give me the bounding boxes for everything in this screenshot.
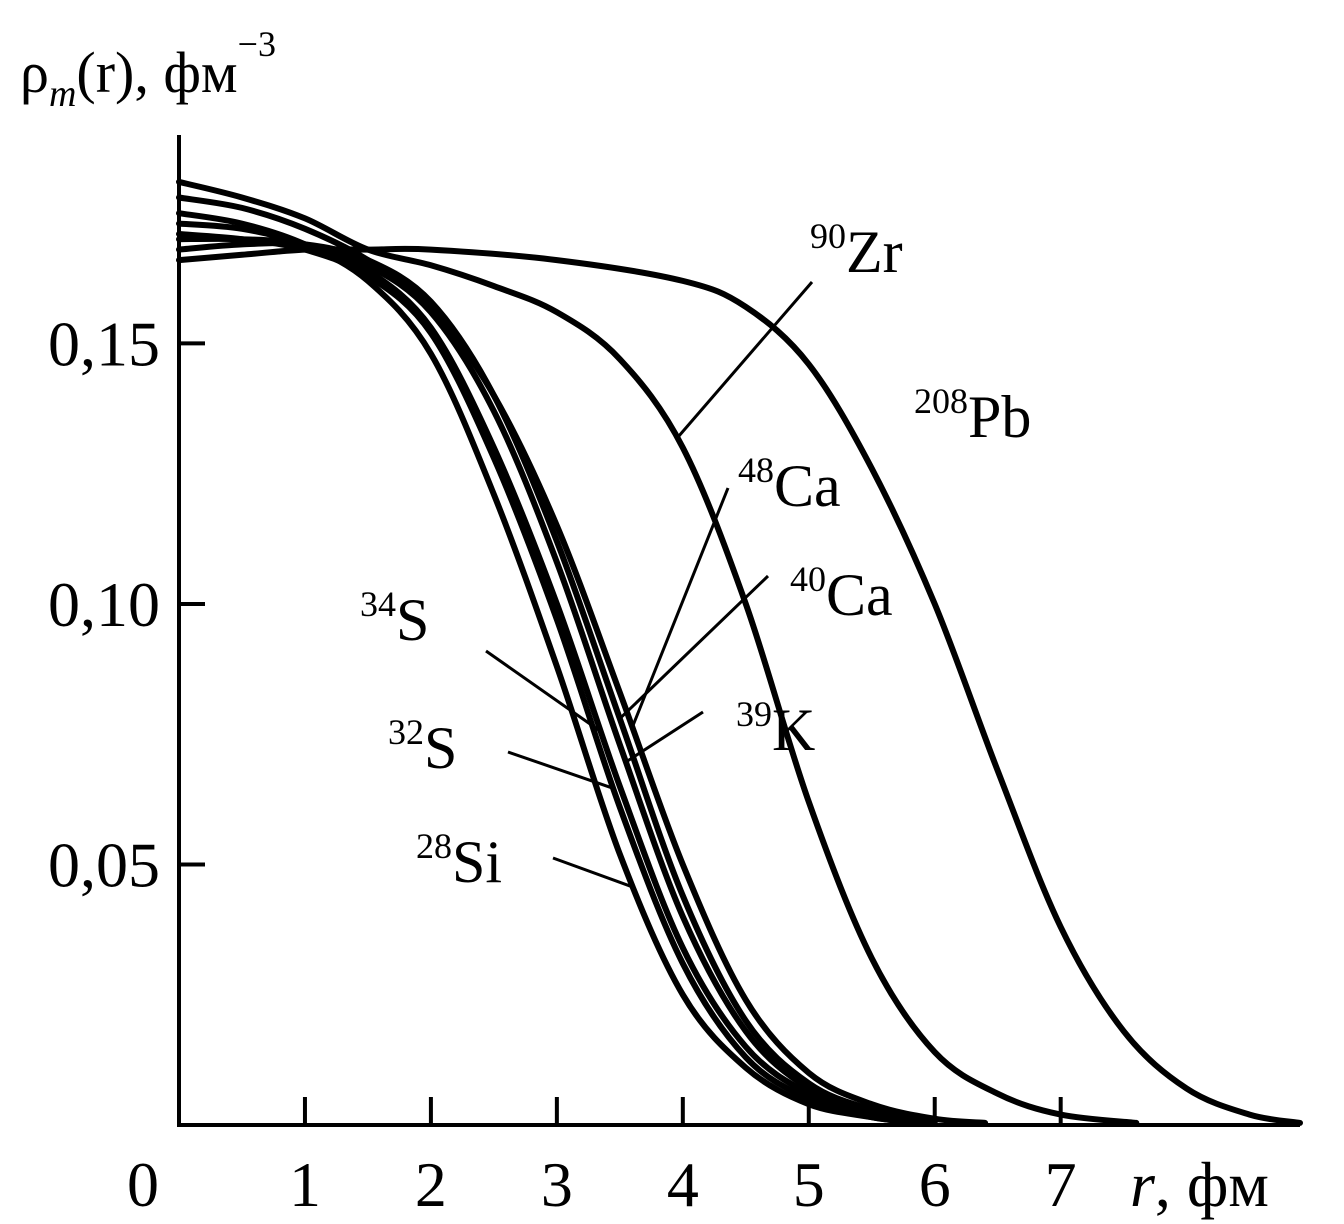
y-tick-label: 0,10 — [48, 569, 160, 640]
leader-34S — [485, 649, 602, 733]
leader-90Zr — [675, 281, 814, 440]
series-label-39K: 39K — [736, 694, 815, 763]
y-tick-label: 0,15 — [48, 308, 160, 379]
curve-208Pb — [176, 245, 1303, 1126]
series-label-208Pb: 208Pb — [914, 381, 1031, 450]
leader-32S — [507, 750, 615, 790]
x-tick-label: 2 — [415, 1149, 447, 1220]
y-tick-label: 0,05 — [48, 829, 160, 900]
curve-32S — [176, 231, 926, 1126]
curve-90Zr — [176, 178, 1140, 1126]
curve-39K — [176, 235, 938, 1124]
x-tick-label: 6 — [919, 1149, 951, 1220]
y-axis-label: ρm(r), фм−3 — [20, 24, 276, 115]
x-tick-label: 3 — [541, 1149, 573, 1220]
x-tick-label: 0 — [127, 1149, 159, 1220]
leader-39K — [625, 710, 704, 764]
series-label-40Ca: 40Ca — [790, 559, 893, 628]
x-tick-label: 7 — [1045, 1149, 1077, 1220]
x-tick-label: 1 — [289, 1149, 321, 1220]
curve-40Ca — [176, 240, 938, 1124]
curve-48Ca — [176, 194, 989, 1126]
series-label-90Zr: 90Zr — [810, 216, 903, 285]
x-tick-label: 5 — [793, 1149, 825, 1220]
leader-48Ca — [631, 487, 730, 728]
series-label-48Ca: 48Ca — [738, 450, 841, 519]
x-axis-label: r, фм — [1130, 1149, 1269, 1220]
axis-lines — [177, 135, 1300, 1127]
x-tick-label: 4 — [667, 1149, 699, 1220]
leader-28Si — [552, 856, 636, 890]
series-label-32S: 32S — [388, 712, 457, 781]
series-label-28Si: 28Si — [416, 826, 502, 895]
series-label-34S: 34S — [360, 584, 429, 653]
